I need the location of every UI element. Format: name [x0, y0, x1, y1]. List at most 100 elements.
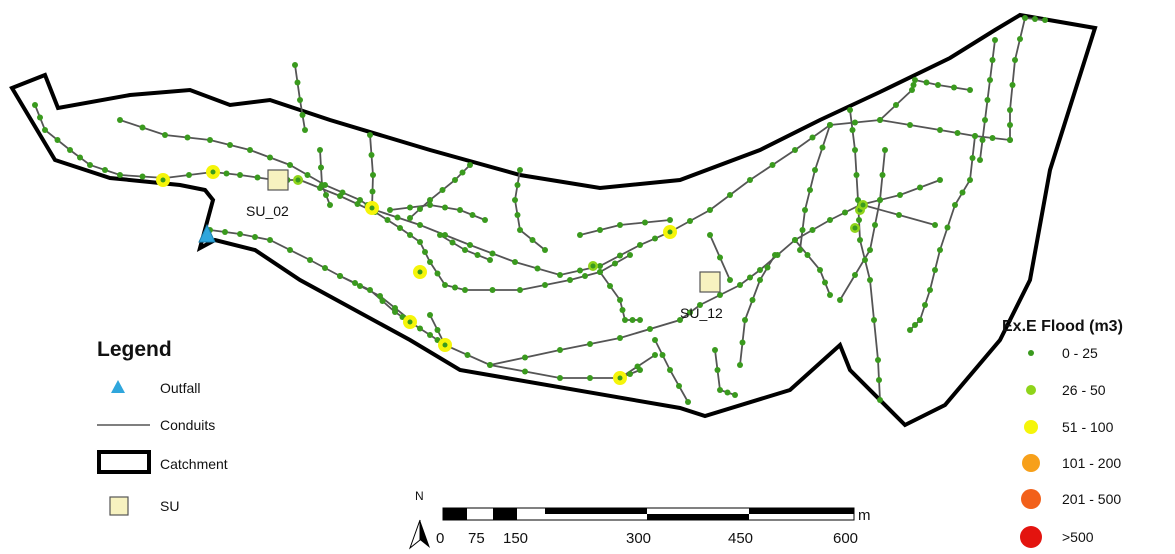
junction-node [877, 197, 883, 203]
junction-node [427, 312, 433, 318]
junction-node [856, 217, 862, 223]
junction-node [590, 263, 596, 269]
junction-node [1042, 17, 1048, 23]
junction-node [368, 152, 375, 158]
junction-node [489, 250, 496, 257]
conduit [599, 271, 640, 321]
junction-node [577, 267, 583, 274]
junction-node [434, 270, 441, 277]
junction-node [634, 363, 641, 370]
junction-node [467, 162, 473, 168]
junction-node [318, 164, 324, 171]
junction-node [667, 217, 673, 223]
junction-node [87, 162, 93, 168]
junction-node [577, 232, 583, 238]
junction-node [932, 222, 938, 228]
junction-node [452, 284, 458, 291]
junction-node [937, 127, 943, 133]
junction-node [817, 267, 823, 273]
junction-node [162, 132, 168, 138]
junction-node [37, 114, 43, 121]
junction-node [1017, 36, 1023, 42]
junction-node [370, 172, 376, 178]
junction-node [322, 265, 328, 271]
junction-node [802, 207, 808, 213]
junction-node [417, 325, 423, 332]
junction-node [354, 201, 361, 207]
junction-node [857, 237, 863, 243]
conduit [849, 109, 881, 401]
junction-node [622, 317, 628, 323]
catchment-legend-symbol [97, 450, 151, 474]
junction-node [879, 172, 886, 178]
junction-node [254, 174, 261, 181]
flood-legend-title: Ex.E Flood (m3) [1002, 318, 1123, 335]
junction-node [514, 182, 521, 188]
junction-node [487, 257, 493, 263]
junction-node [387, 207, 393, 213]
scale-tick: 150 [503, 530, 528, 547]
junction-node [687, 218, 693, 224]
junction-node [959, 189, 966, 196]
junction-node [932, 267, 938, 273]
junction-node [909, 87, 915, 93]
junction-node [139, 124, 146, 131]
junction-node [876, 377, 882, 383]
junction-node [469, 212, 476, 218]
junction-nodes [32, 15, 1048, 405]
outfall-legend-symbol [111, 380, 125, 393]
junction-node [295, 177, 301, 183]
junction-node [449, 239, 456, 246]
junction-node [717, 254, 723, 261]
junction-node [557, 347, 563, 353]
junction-node [369, 205, 375, 211]
flood-class-symbol [1028, 350, 1034, 356]
conduit [839, 149, 886, 301]
junction-node [809, 134, 816, 141]
junction-node [394, 214, 401, 221]
junction-node [379, 298, 386, 304]
junction-node [357, 283, 363, 289]
junction-node [459, 169, 466, 176]
scale-tick: 75 [468, 530, 485, 547]
junction-node [712, 347, 718, 353]
junction-node [652, 235, 658, 242]
junction-node [967, 87, 973, 93]
junction-node [514, 212, 521, 218]
junction-node [352, 280, 358, 286]
junction-node [267, 237, 273, 243]
junction-node [102, 167, 108, 173]
junction-node [1007, 122, 1013, 128]
junction-node [893, 102, 899, 108]
junction-node [862, 257, 868, 263]
conduit [34, 104, 300, 181]
junction-node [210, 169, 216, 175]
junction-node [222, 229, 228, 235]
junction-node [852, 272, 858, 278]
junction-node [812, 167, 818, 173]
junction-node [452, 177, 458, 183]
junction-node [652, 352, 658, 358]
su-legend-symbol [109, 496, 129, 516]
junction-node [617, 252, 623, 259]
junction-node [792, 147, 798, 153]
junction-node [927, 287, 933, 293]
junction-node [407, 215, 413, 221]
flood-class-label: 101 - 200 [1062, 455, 1121, 471]
junction-node [207, 137, 213, 143]
legend-item-su: SU [160, 498, 179, 514]
junction-node [922, 302, 928, 308]
junction-node [732, 392, 738, 398]
junction-node [529, 237, 536, 243]
junction-node [482, 217, 488, 223]
flood-class-label: 201 - 500 [1062, 491, 1121, 507]
junction-node [292, 62, 298, 68]
junction-node [489, 287, 496, 293]
junction-node [749, 297, 756, 303]
north-label: N [415, 489, 424, 503]
junction-node [647, 326, 653, 332]
junction-node [982, 117, 988, 123]
junction-node [917, 317, 923, 323]
junction-node [937, 247, 943, 253]
